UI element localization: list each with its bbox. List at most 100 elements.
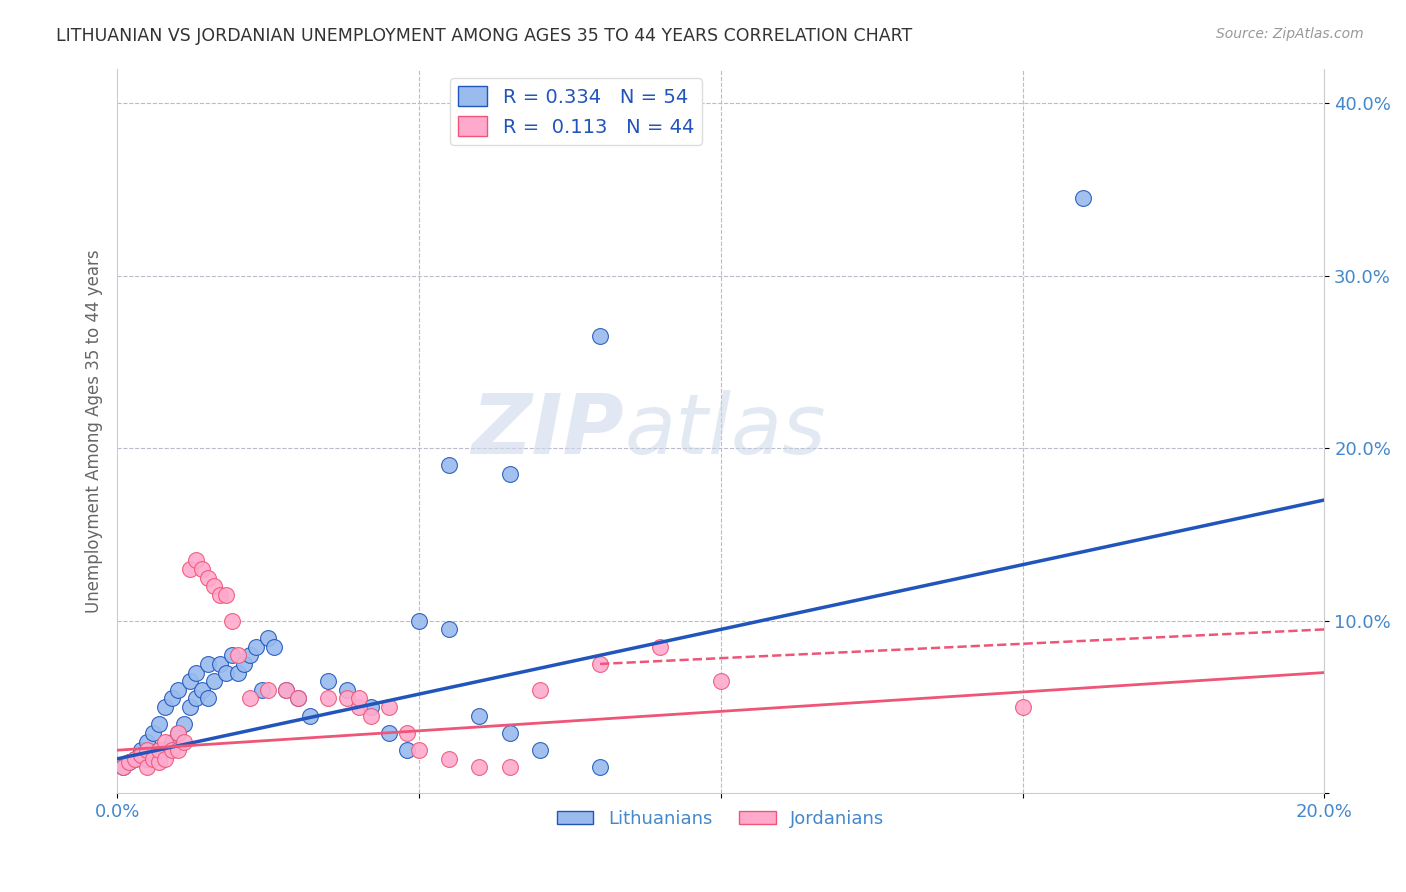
Point bbox=[136, 734, 159, 748]
Point bbox=[197, 657, 219, 671]
Point bbox=[173, 717, 195, 731]
Point bbox=[173, 734, 195, 748]
Point bbox=[263, 640, 285, 654]
Point bbox=[529, 743, 551, 757]
Point bbox=[155, 743, 177, 757]
Point bbox=[245, 640, 267, 654]
Point bbox=[155, 734, 177, 748]
Point bbox=[437, 623, 460, 637]
Point bbox=[437, 752, 460, 766]
Point bbox=[179, 562, 201, 576]
Point bbox=[498, 760, 520, 774]
Point bbox=[148, 743, 170, 757]
Point bbox=[318, 691, 340, 706]
Point bbox=[378, 726, 401, 740]
Point bbox=[395, 743, 418, 757]
Point bbox=[136, 743, 159, 757]
Point bbox=[160, 743, 183, 757]
Point bbox=[190, 682, 212, 697]
Point bbox=[184, 691, 207, 706]
Point bbox=[287, 691, 309, 706]
Point bbox=[287, 691, 309, 706]
Point bbox=[239, 691, 262, 706]
Point bbox=[276, 682, 298, 697]
Point bbox=[221, 614, 243, 628]
Point bbox=[335, 682, 357, 697]
Text: ZIP: ZIP bbox=[471, 391, 624, 472]
Point bbox=[226, 665, 249, 680]
Point bbox=[299, 708, 322, 723]
Point bbox=[166, 726, 188, 740]
Point bbox=[498, 467, 520, 481]
Point bbox=[589, 760, 612, 774]
Point bbox=[112, 760, 135, 774]
Point bbox=[131, 748, 153, 763]
Text: LITHUANIAN VS JORDANIAN UNEMPLOYMENT AMONG AGES 35 TO 44 YEARS CORRELATION CHART: LITHUANIAN VS JORDANIAN UNEMPLOYMENT AMO… bbox=[56, 27, 912, 45]
Point bbox=[142, 726, 165, 740]
Point bbox=[347, 691, 370, 706]
Text: atlas: atlas bbox=[624, 391, 825, 472]
Point bbox=[437, 458, 460, 473]
Point bbox=[131, 748, 153, 763]
Point bbox=[179, 674, 201, 689]
Point bbox=[148, 717, 170, 731]
Point bbox=[155, 752, 177, 766]
Point bbox=[215, 588, 238, 602]
Point bbox=[468, 708, 491, 723]
Point bbox=[257, 682, 280, 697]
Point bbox=[276, 682, 298, 697]
Point bbox=[166, 682, 188, 697]
Point bbox=[318, 674, 340, 689]
Point bbox=[250, 682, 273, 697]
Point bbox=[184, 553, 207, 567]
Point bbox=[1011, 700, 1033, 714]
Point bbox=[215, 665, 238, 680]
Point bbox=[378, 700, 401, 714]
Point bbox=[408, 743, 430, 757]
Point bbox=[160, 734, 183, 748]
Point bbox=[142, 752, 165, 766]
Point bbox=[197, 691, 219, 706]
Point bbox=[208, 657, 231, 671]
Point bbox=[589, 657, 612, 671]
Point bbox=[233, 657, 256, 671]
Point bbox=[395, 726, 418, 740]
Point bbox=[166, 726, 188, 740]
Legend: Lithuanians, Jordanians: Lithuanians, Jordanians bbox=[550, 803, 891, 835]
Point bbox=[136, 760, 159, 774]
Point bbox=[208, 588, 231, 602]
Point bbox=[118, 756, 141, 770]
Point bbox=[166, 743, 188, 757]
Point bbox=[202, 579, 225, 593]
Point bbox=[136, 752, 159, 766]
Point bbox=[650, 640, 672, 654]
Point bbox=[226, 648, 249, 663]
Point bbox=[335, 691, 357, 706]
Point bbox=[360, 708, 382, 723]
Point bbox=[179, 700, 201, 714]
Point bbox=[148, 743, 170, 757]
Point bbox=[408, 614, 430, 628]
Point bbox=[131, 743, 153, 757]
Point bbox=[498, 726, 520, 740]
Point bbox=[710, 674, 733, 689]
Point bbox=[239, 648, 262, 663]
Point bbox=[184, 665, 207, 680]
Point bbox=[197, 571, 219, 585]
Point bbox=[360, 700, 382, 714]
Point bbox=[1071, 191, 1094, 205]
Point bbox=[124, 752, 146, 766]
Point bbox=[118, 756, 141, 770]
Point bbox=[142, 748, 165, 763]
Point bbox=[155, 700, 177, 714]
Point bbox=[221, 648, 243, 663]
Point bbox=[257, 631, 280, 645]
Y-axis label: Unemployment Among Ages 35 to 44 years: Unemployment Among Ages 35 to 44 years bbox=[86, 249, 103, 613]
Point bbox=[202, 674, 225, 689]
Point bbox=[190, 562, 212, 576]
Point bbox=[160, 691, 183, 706]
Point bbox=[529, 682, 551, 697]
Text: Source: ZipAtlas.com: Source: ZipAtlas.com bbox=[1216, 27, 1364, 41]
Point bbox=[124, 752, 146, 766]
Point bbox=[112, 760, 135, 774]
